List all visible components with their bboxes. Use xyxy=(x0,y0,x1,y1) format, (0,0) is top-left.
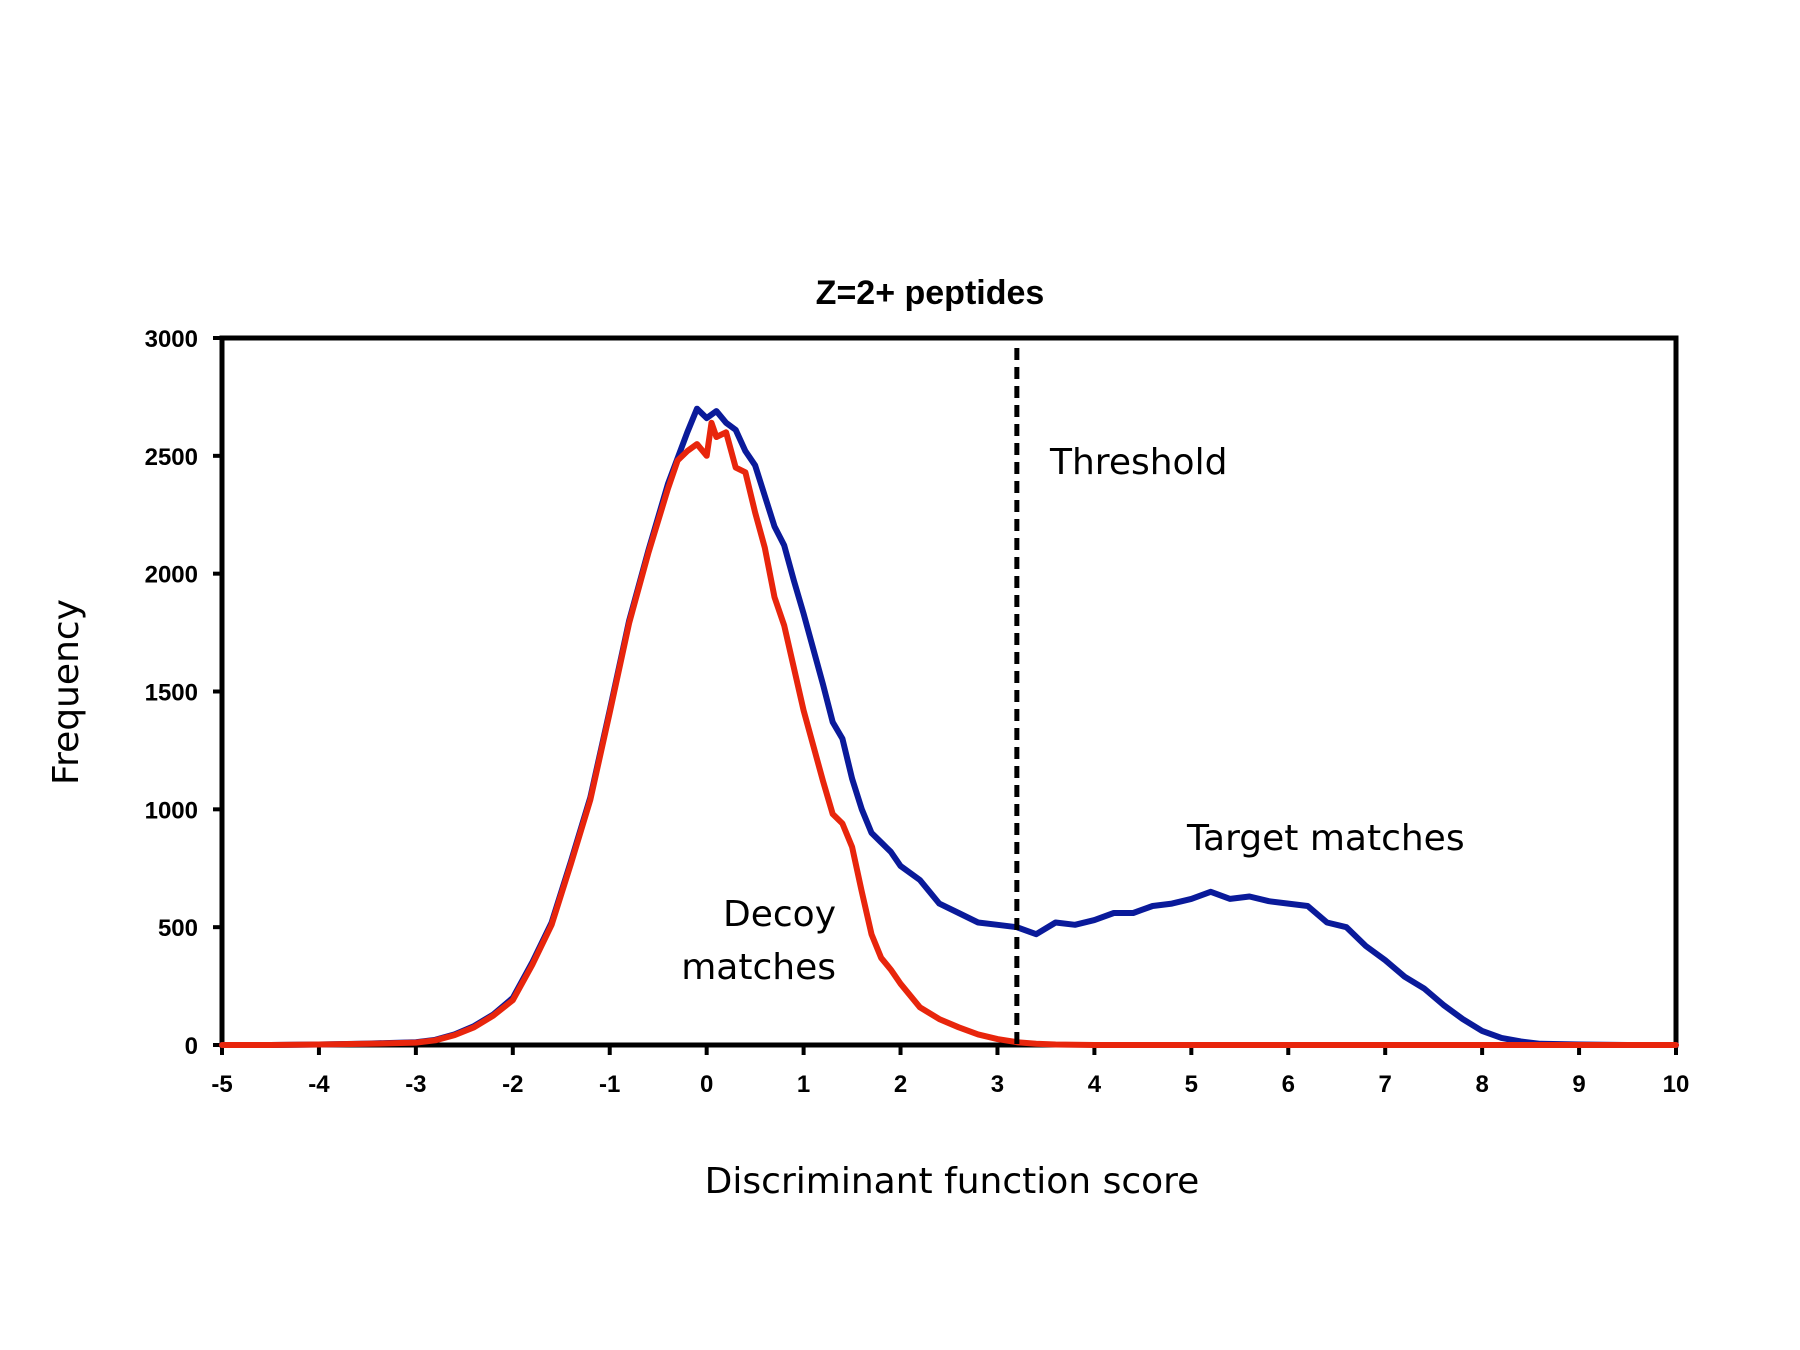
y-tick-label: 500 xyxy=(158,915,198,942)
x-axis-label: Discriminant function score xyxy=(705,1161,1200,1202)
plot-frame xyxy=(219,335,1679,1048)
x-tick-label: 7 xyxy=(1379,1071,1392,1098)
decoy-matches-label-line1: Decoy xyxy=(723,894,836,935)
y-axis-label: Frequency xyxy=(46,599,87,785)
threshold-label: Threshold xyxy=(1049,442,1227,483)
x-tick-label: -5 xyxy=(211,1071,232,1098)
series-line-target-matches xyxy=(219,405,1679,1048)
x-tick-label: 2 xyxy=(894,1071,907,1098)
series-line-decoy-matches xyxy=(219,419,1679,1048)
x-tick-label: 4 xyxy=(1088,1071,1102,1098)
plot-frame-layer xyxy=(219,335,1679,1048)
x-tick-label: 3 xyxy=(991,1071,1004,1098)
target-matches-label: Target matches xyxy=(1186,818,1465,859)
x-tick-label: 6 xyxy=(1282,1071,1295,1098)
x-tick-label: 1 xyxy=(797,1071,810,1098)
x-axis-ticks: -5 -4 -3 -2 -1 0 1 2 3 4 5 6 7 8 9 10 xyxy=(211,1045,1689,1098)
y-axis-ticks: 0 500 1000 1500 2000 2500 3000 xyxy=(145,326,222,1060)
y-tick-label: 2500 xyxy=(145,444,198,471)
y-tick-label: 1500 xyxy=(145,680,198,707)
y-tick-label: 2000 xyxy=(145,562,198,589)
x-tick-label: -3 xyxy=(405,1071,426,1098)
x-tick-label: -1 xyxy=(599,1071,620,1098)
x-tick-label: 5 xyxy=(1185,1071,1198,1098)
x-tick-label: -2 xyxy=(502,1071,523,1098)
x-tick-label: 10 xyxy=(1663,1071,1690,1098)
series-layer xyxy=(219,405,1679,1048)
decoy-matches-label-line2: matches xyxy=(681,947,836,988)
chart-title: Z=2+ peptides xyxy=(816,274,1045,312)
y-tick-label: 1000 xyxy=(145,797,198,824)
x-tick-label: 0 xyxy=(700,1071,713,1098)
x-tick-label: -4 xyxy=(308,1071,330,1098)
x-tick-label: 9 xyxy=(1572,1071,1585,1098)
y-tick-label: 3000 xyxy=(145,326,198,353)
y-tick-label: 0 xyxy=(185,1033,198,1060)
x-tick-label: 8 xyxy=(1475,1071,1488,1098)
